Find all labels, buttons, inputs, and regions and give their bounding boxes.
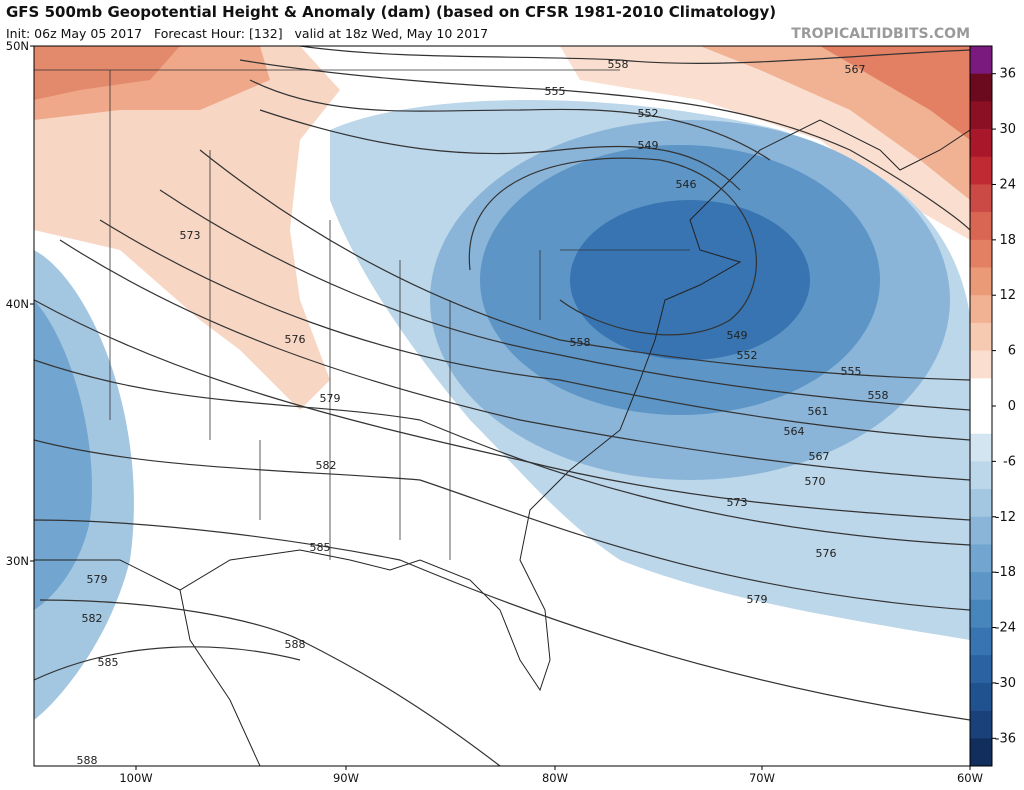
contour-label: 552 [737, 349, 758, 362]
colorbar-band [970, 461, 992, 490]
colorbar-band [970, 350, 992, 379]
contour-label: 564 [784, 425, 805, 438]
colorbar-band [970, 129, 992, 158]
colorbar-label: -36 [995, 731, 1016, 746]
colorbar-band [970, 378, 992, 407]
contour-label: 555 [841, 365, 862, 378]
colorbar-band [970, 738, 992, 767]
warm-anomaly [820, 46, 970, 140]
contour-label: 549 [727, 329, 748, 342]
lon-label: 60W [957, 771, 983, 785]
contour-label: 555 [545, 85, 566, 98]
contour-label: 573 [727, 496, 748, 509]
contour-label: 558 [570, 336, 591, 349]
contour-label: 549 [638, 139, 659, 152]
colorbar-band [970, 406, 992, 434]
colorbar-label: 6 [1008, 344, 1016, 359]
colorbar-label: 24 [999, 177, 1016, 192]
colorbar-band [970, 73, 992, 102]
contour-label: 588 [285, 638, 306, 651]
contour-label: 576 [816, 547, 837, 560]
contour-label: 585 [310, 541, 331, 554]
contour-label: 573 [180, 229, 201, 242]
colorbar-label: -18 [995, 565, 1016, 580]
colorbar-label: 12 [999, 288, 1016, 303]
contour-label: 567 [809, 450, 830, 463]
coastline [34, 119, 970, 692]
contour-label: 582 [82, 612, 103, 625]
colorbar-band [970, 267, 992, 296]
lat-label: 30N [6, 554, 29, 568]
cold-anomaly [34, 300, 92, 610]
title: GFS 500mb Geopotential Height & Anomaly … [6, 3, 776, 21]
contour-label: 579 [87, 573, 108, 586]
colorbar: 36 30 24 18 12 6 0 -6 -12 -18 -24 -30 -36 [969, 45, 1016, 767]
colorbar-label: -24 [995, 621, 1016, 636]
colorbar-band [970, 682, 992, 711]
colorbar-label: -6 [1003, 454, 1016, 469]
colorbar-band [970, 489, 992, 518]
colorbar-band [970, 295, 992, 324]
colorbar-band [970, 599, 992, 628]
contour-label: 558 [608, 58, 629, 71]
contour-label: 588 [77, 754, 98, 767]
colorbar-label: -12 [995, 510, 1016, 525]
map-area: 558 567 555 552 549 546 573 576 558 549 552 555 558 5… [34, 46, 970, 767]
cold-anomaly [570, 200, 810, 360]
colorbar-band [970, 212, 992, 241]
colorbar-band [970, 544, 992, 573]
colorbar-band [970, 184, 992, 213]
colorbar-band [970, 156, 992, 185]
contour-label: 570 [805, 475, 826, 488]
warm-anomaly [34, 46, 180, 100]
contour-label: 585 [98, 656, 119, 669]
site-credit: TROPICALTIDBITS.COM [791, 26, 970, 42]
lon-label: 70W [749, 771, 775, 785]
colorbar-band [970, 322, 992, 351]
colorbar-band [970, 239, 992, 268]
colorbar-label: -30 [995, 676, 1016, 691]
lon-label: 100W [119, 771, 152, 785]
coastline [179, 589, 261, 766]
contour-label: 561 [808, 405, 829, 418]
colorbar-label: 36 [999, 67, 1016, 82]
colorbar-band [970, 655, 992, 684]
state-borders [34, 69, 690, 560]
contour-label: 576 [285, 333, 306, 346]
colorbar-band [970, 627, 992, 656]
subtitle: Init: 06z May 05 2017 Forecast Hour: [13… [6, 26, 488, 41]
height-contours [34, 46, 970, 766]
colorbar-band [970, 516, 992, 545]
lon-label: 90W [333, 771, 359, 785]
lat-label: 50N [6, 39, 29, 53]
contour-label: 552 [638, 107, 659, 120]
lat-label: 40N [6, 297, 29, 311]
contour-label: 579 [747, 593, 768, 606]
contour-label: 546 [676, 178, 697, 191]
colorbar-band [970, 46, 992, 74]
axis-labels: 50N 40N 30N 100W 90W 80W 70W 60W [6, 39, 983, 785]
warm-anomaly [34, 46, 340, 410]
colorbar-label: 30 [999, 122, 1016, 137]
colorbar-band [970, 101, 992, 130]
contour-label: 567 [845, 63, 866, 76]
contour-label: 579 [320, 392, 341, 405]
colorbar-label: 0 [1008, 399, 1016, 414]
lon-label: 80W [542, 771, 568, 785]
colorbar-band [970, 572, 992, 601]
colorbar-label: 18 [999, 233, 1016, 248]
contour-label: 558 [868, 389, 889, 402]
contour-label: 582 [316, 459, 337, 472]
colorbar-band [970, 710, 992, 739]
colorbar-band [970, 433, 992, 462]
